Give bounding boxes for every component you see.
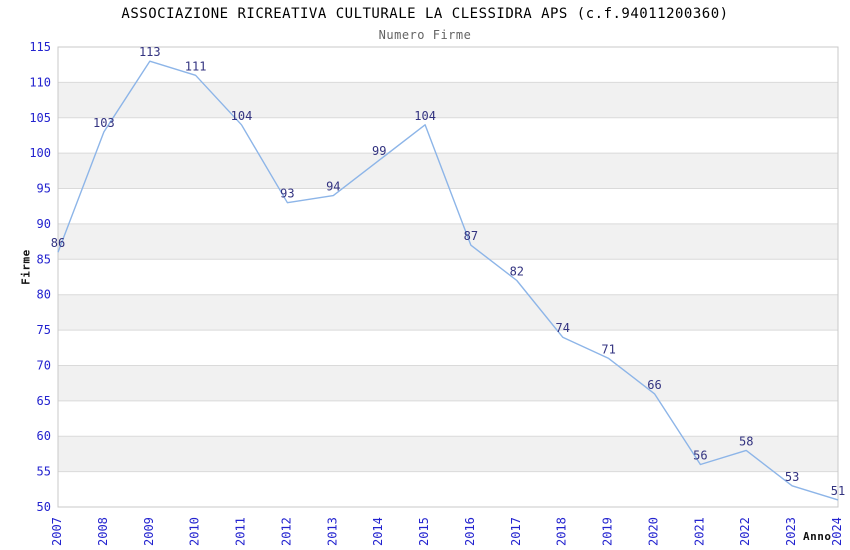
y-tick-label: 95 bbox=[37, 182, 51, 196]
x-tick-label: 2021 bbox=[692, 517, 706, 546]
value-label: 56 bbox=[693, 449, 707, 463]
value-label: 104 bbox=[231, 109, 253, 123]
y-tick-label: 100 bbox=[29, 146, 51, 160]
x-tick-label: 2016 bbox=[463, 517, 477, 546]
y-tick-label: 50 bbox=[37, 500, 51, 514]
value-label: 53 bbox=[785, 470, 799, 484]
grid-band bbox=[58, 223, 838, 260]
x-tick-label: 2007 bbox=[50, 517, 64, 546]
x-tick-label: 2015 bbox=[417, 517, 431, 546]
x-tick-label: 2009 bbox=[142, 517, 156, 546]
chart-subtitle: Numero Firme bbox=[378, 28, 472, 42]
y-tick-label: 80 bbox=[37, 288, 51, 302]
x-tick-label: 2008 bbox=[96, 517, 110, 546]
plot-border bbox=[57, 46, 839, 508]
grid-band bbox=[58, 365, 838, 401]
y-tick-label: 105 bbox=[29, 111, 51, 125]
y-tick-label: 115 bbox=[29, 40, 51, 54]
y-tick-label: 65 bbox=[37, 394, 51, 408]
value-label: 51 bbox=[831, 484, 845, 498]
grid-band bbox=[58, 153, 838, 189]
value-label: 111 bbox=[185, 59, 207, 73]
x-tick-label: 2010 bbox=[188, 517, 202, 546]
x-tick-label: 2020 bbox=[647, 517, 661, 546]
y-tick-label: 70 bbox=[37, 359, 51, 373]
plot-background bbox=[58, 47, 838, 507]
value-label: 82 bbox=[510, 265, 524, 279]
value-label: 113 bbox=[139, 45, 161, 59]
x-tick-label: 2018 bbox=[555, 517, 569, 546]
x-tick-label: 2012 bbox=[279, 517, 293, 546]
grid-band bbox=[58, 436, 838, 472]
value-label: 87 bbox=[464, 229, 478, 243]
chart-title: ASSOCIAZIONE RICREATIVA CULTURALE LA CLE… bbox=[121, 6, 729, 22]
series-line bbox=[57, 60, 839, 501]
value-label: 71 bbox=[601, 342, 615, 356]
value-label: 93 bbox=[280, 187, 294, 201]
x-tick-label: 2011 bbox=[234, 517, 248, 546]
x-tick-label: 2022 bbox=[738, 517, 752, 546]
value-label: 103 bbox=[93, 116, 115, 130]
value-label: 104 bbox=[414, 109, 436, 123]
y-tick-label: 85 bbox=[37, 252, 51, 266]
y-tick-label: 75 bbox=[37, 323, 51, 337]
grid-band bbox=[58, 82, 838, 118]
grid-band bbox=[58, 294, 838, 331]
x-tick-label: 2014 bbox=[371, 517, 385, 546]
value-label: 86 bbox=[51, 236, 65, 250]
x-tick-label: 2019 bbox=[601, 517, 615, 546]
value-label: 99 bbox=[372, 144, 386, 158]
x-axis-title: Anno bbox=[803, 530, 832, 543]
value-label: 66 bbox=[647, 378, 661, 392]
x-tick-label: 2017 bbox=[509, 517, 523, 546]
x-tick-label: 2024 bbox=[830, 517, 844, 546]
y-tick-label: 110 bbox=[29, 75, 51, 89]
y-tick-label: 60 bbox=[37, 429, 51, 443]
x-tick-label: 2013 bbox=[325, 517, 339, 546]
y-tick-label: 55 bbox=[37, 465, 51, 479]
value-label: 94 bbox=[326, 180, 340, 194]
value-label: 58 bbox=[739, 434, 753, 448]
y-tick-label: 90 bbox=[37, 217, 51, 231]
value-label: 74 bbox=[555, 321, 569, 335]
x-tick-label: 2023 bbox=[784, 517, 798, 546]
